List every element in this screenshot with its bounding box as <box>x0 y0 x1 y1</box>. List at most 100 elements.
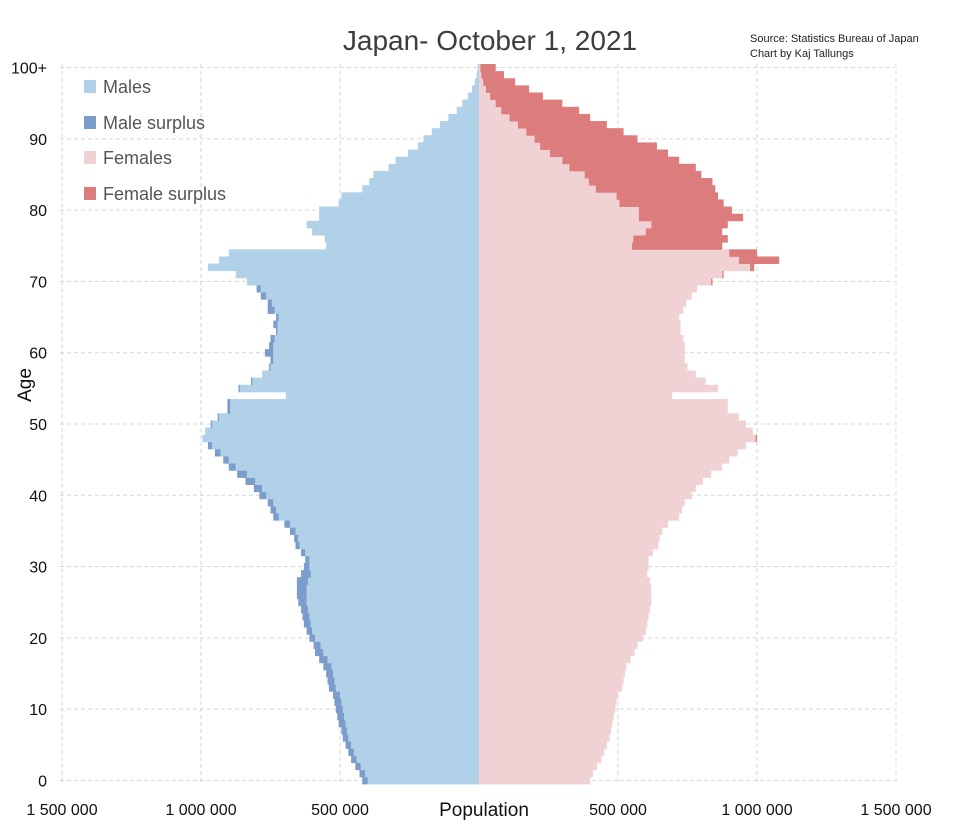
bar-female-age-11 <box>479 698 617 706</box>
bar-female-age-26 <box>479 591 652 600</box>
legend-label-male-surplus: Male surplus <box>103 113 205 133</box>
bar-female-age-17 <box>479 655 631 664</box>
bar-female-surplus-age-94 <box>501 106 580 115</box>
bar-female-surplus-age-100 <box>480 64 496 72</box>
bar-male-age-97 <box>472 85 479 93</box>
bar-female-age-3 <box>479 755 602 764</box>
bar-female-age-76 <box>479 235 634 243</box>
bar-male-age-65 <box>278 313 479 322</box>
bar-male-surplus-age-35 <box>289 527 296 535</box>
bar-male-age-37 <box>278 513 479 521</box>
bar-male-surplus-age-64 <box>273 320 278 329</box>
bar-female-age-71 <box>479 270 723 279</box>
bar-female-age-52 <box>479 406 728 414</box>
bar-female-surplus-age-80 <box>638 206 732 215</box>
y-tick-label: 60 <box>29 346 47 363</box>
bar-male-age-78 <box>306 220 479 229</box>
bar-female-age-99 <box>479 71 482 79</box>
x-axis-ticks: 1 500 000 1 000 000 500 000 500 000 1 000 00… <box>26 802 931 819</box>
bar-female-age-61 <box>479 342 685 350</box>
bar-male-surplus-age-13 <box>328 684 336 692</box>
y-tick-label: 0 <box>38 773 47 790</box>
bar-male-age-82 <box>341 192 479 200</box>
legend: Males Male surplus Females Female surplu… <box>84 77 226 204</box>
bar-female-surplus-age-83 <box>595 185 716 193</box>
bar-male-surplus-age-27 <box>296 584 307 592</box>
bar-male-surplus-age-15 <box>326 669 334 678</box>
x-axis-title: Population <box>439 800 529 821</box>
bar-male-age-57 <box>262 370 479 379</box>
bar-female-age-37 <box>479 513 680 521</box>
bar-male-age-69 <box>260 284 479 293</box>
bar-female-age-75 <box>479 242 632 250</box>
bar-male-age-85 <box>373 170 479 179</box>
bar-male-age-80 <box>319 206 479 215</box>
bar-male-surplus-age-16 <box>323 662 332 671</box>
bar-female-age-64 <box>479 320 681 329</box>
bar-male-surplus-age-18 <box>314 648 324 657</box>
bar-female-age-66 <box>479 306 684 314</box>
bar-female-age-46 <box>479 448 738 457</box>
x-tick-label: 1 500 000 <box>26 802 97 819</box>
bar-female-age-81 <box>479 199 620 207</box>
bar-female-age-63 <box>479 327 681 336</box>
bar-female-age-13 <box>479 684 623 692</box>
bar-male-surplus-age-9 <box>337 712 345 721</box>
bar-female-age-55 <box>479 384 719 393</box>
bar-male-age-98 <box>474 78 479 86</box>
bar-male-age-11 <box>341 698 479 706</box>
bar-male-surplus-age-12 <box>333 691 340 699</box>
bar-female-age-84 <box>479 178 589 186</box>
bar-male-age-83 <box>362 185 479 193</box>
bar-male-age-30 <box>309 563 479 571</box>
bar-female-surplus-age-92 <box>517 121 607 129</box>
bar-female-surplus-age-76 <box>633 235 728 243</box>
bar-female-age-0 <box>479 776 591 785</box>
bar-male-age-76 <box>324 235 479 243</box>
y-tick-label: 80 <box>29 203 47 220</box>
bar-female-age-51 <box>479 413 739 421</box>
bar-male-age-62 <box>274 334 479 343</box>
bar-female-age-9 <box>479 712 614 721</box>
bar-male-surplus-age-60 <box>264 349 274 357</box>
bar-male-surplus-age-21 <box>306 627 313 635</box>
bar-male-surplus-age-0 <box>362 776 368 785</box>
bar-female-age-100 <box>479 64 481 72</box>
bar-female-age-65 <box>479 313 680 322</box>
bar-female-age-29 <box>479 570 648 578</box>
bar-female-age-21 <box>479 627 646 635</box>
bar-female-age-72 <box>479 263 751 272</box>
bar-male-age-42 <box>255 477 479 485</box>
bar-female-age-89 <box>479 142 541 150</box>
y-axis-title: Age <box>15 368 36 402</box>
bar-female-age-30 <box>479 563 649 571</box>
bar-male-surplus-age-26 <box>296 591 307 600</box>
bar-male-surplus-age-67 <box>267 299 272 307</box>
bar-male-surplus-age-14 <box>327 677 335 685</box>
bar-male-surplus-age-34 <box>294 534 299 543</box>
bar-female-age-12 <box>479 691 618 699</box>
bar-female-age-32 <box>479 548 653 557</box>
bar-male-age-34 <box>298 534 479 543</box>
bar-male-age-70 <box>246 277 479 286</box>
bar-male-age-41 <box>262 484 479 493</box>
chart-title: Japan- October 1, 2021 <box>343 25 637 56</box>
bar-female-age-68 <box>479 292 692 300</box>
bar-male-age-90 <box>423 135 479 143</box>
bar-female-age-42 <box>479 477 703 485</box>
bar-male-surplus-age-62 <box>270 334 275 343</box>
bar-male-age-26 <box>306 591 479 600</box>
bar-female-surplus-age-75 <box>631 242 723 250</box>
bar-male-surplus-age-29 <box>301 570 311 578</box>
bar-female-age-41 <box>479 484 696 493</box>
bar-female-age-80 <box>479 206 639 215</box>
x-tick-label: 1 000 000 <box>165 802 236 819</box>
bar-female-age-10 <box>479 705 616 714</box>
bar-male-age-48 <box>202 434 479 443</box>
bar-female-age-14 <box>479 677 624 685</box>
bar-female-age-18 <box>479 648 635 657</box>
bars <box>202 64 780 785</box>
bar-female-age-83 <box>479 185 596 193</box>
bar-male-age-44 <box>235 463 479 471</box>
